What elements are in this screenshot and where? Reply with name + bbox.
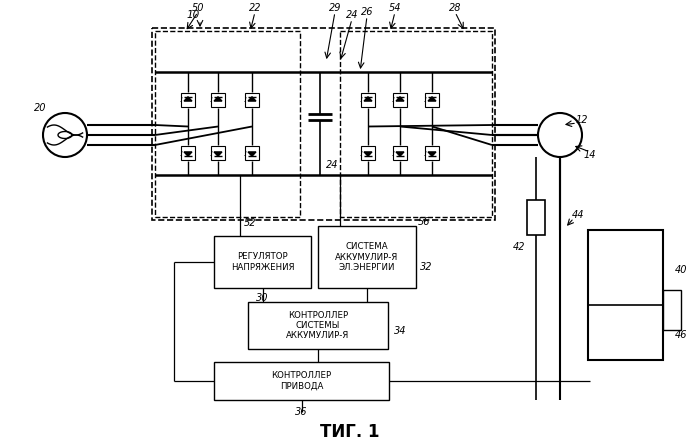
Bar xyxy=(393,93,408,107)
Polygon shape xyxy=(184,152,192,156)
Bar xyxy=(361,146,375,160)
Bar xyxy=(214,362,389,400)
Bar xyxy=(663,290,681,330)
Text: J: J xyxy=(181,150,182,155)
Text: РЕГУЛЯТОР
НАПРЯЖЕНИЯ: РЕГУЛЯТОР НАПРЯЖЕНИЯ xyxy=(231,252,294,272)
Text: 56: 56 xyxy=(418,217,431,227)
Polygon shape xyxy=(214,97,222,101)
Text: 40: 40 xyxy=(675,265,687,275)
Text: J: J xyxy=(425,150,426,155)
Bar xyxy=(527,200,545,235)
Text: 50: 50 xyxy=(192,3,204,13)
Text: 10: 10 xyxy=(187,10,200,20)
Text: 54: 54 xyxy=(389,3,401,13)
Text: 52: 52 xyxy=(244,218,257,228)
Polygon shape xyxy=(428,97,436,101)
Bar xyxy=(245,146,259,160)
Text: 20: 20 xyxy=(34,103,46,113)
Bar xyxy=(393,146,408,160)
Bar xyxy=(155,31,300,217)
Bar xyxy=(588,230,663,360)
Polygon shape xyxy=(184,97,192,101)
Text: J: J xyxy=(210,150,212,155)
Bar xyxy=(181,93,195,107)
Text: J: J xyxy=(361,150,362,155)
Text: J: J xyxy=(425,97,426,102)
Text: 29: 29 xyxy=(329,3,341,13)
Text: 26: 26 xyxy=(361,7,373,17)
Bar xyxy=(248,302,388,349)
Bar xyxy=(245,93,259,107)
Polygon shape xyxy=(396,97,404,101)
Bar xyxy=(181,146,195,160)
Text: 34: 34 xyxy=(394,325,406,336)
Bar xyxy=(211,93,225,107)
Text: 22: 22 xyxy=(249,3,261,13)
Bar xyxy=(425,93,439,107)
Text: J: J xyxy=(245,150,246,155)
Text: 36: 36 xyxy=(295,407,308,417)
Polygon shape xyxy=(364,97,372,101)
Text: J: J xyxy=(210,97,212,102)
Polygon shape xyxy=(214,152,222,156)
Text: 14: 14 xyxy=(584,150,596,160)
Text: СИСТЕМА
АККУМУЛИР-Я
ЭЛ.ЭНЕРГИИ: СИСТЕМА АККУМУЛИР-Я ЭЛ.ЭНЕРГИИ xyxy=(336,242,398,272)
Text: 30: 30 xyxy=(257,293,268,303)
Text: 32: 32 xyxy=(420,262,432,272)
Text: 28: 28 xyxy=(449,3,461,13)
Bar xyxy=(340,31,492,217)
Text: 24: 24 xyxy=(326,160,338,170)
Bar xyxy=(152,28,495,220)
Circle shape xyxy=(43,113,87,157)
Polygon shape xyxy=(364,152,372,156)
Bar xyxy=(361,93,375,107)
Polygon shape xyxy=(248,97,256,101)
Polygon shape xyxy=(428,152,436,156)
Text: КОНТРОЛЛЕР
СИСТЕМЫ
АККУМУЛИР-Я: КОНТРОЛЛЕР СИСТЕМЫ АККУМУЛИР-Я xyxy=(287,311,350,340)
Text: 44: 44 xyxy=(572,210,584,220)
Text: 42: 42 xyxy=(513,242,525,252)
Text: 24: 24 xyxy=(346,10,359,20)
Text: J: J xyxy=(393,150,394,155)
Text: J: J xyxy=(361,97,362,102)
Bar xyxy=(425,146,439,160)
Polygon shape xyxy=(248,152,256,156)
Text: J: J xyxy=(393,97,394,102)
Bar xyxy=(214,236,311,288)
Text: КОНТРОЛЛЕР
ПРИВОДА: КОНТРОЛЛЕР ПРИВОДА xyxy=(271,371,331,391)
Text: ΤИГ. 1: ΤИГ. 1 xyxy=(320,423,380,441)
Polygon shape xyxy=(396,152,404,156)
Text: J: J xyxy=(245,97,246,102)
Circle shape xyxy=(538,113,582,157)
Text: 12: 12 xyxy=(576,115,589,125)
Text: J: J xyxy=(181,97,182,102)
Bar xyxy=(318,226,416,288)
Text: 46: 46 xyxy=(675,330,687,340)
Bar xyxy=(211,146,225,160)
